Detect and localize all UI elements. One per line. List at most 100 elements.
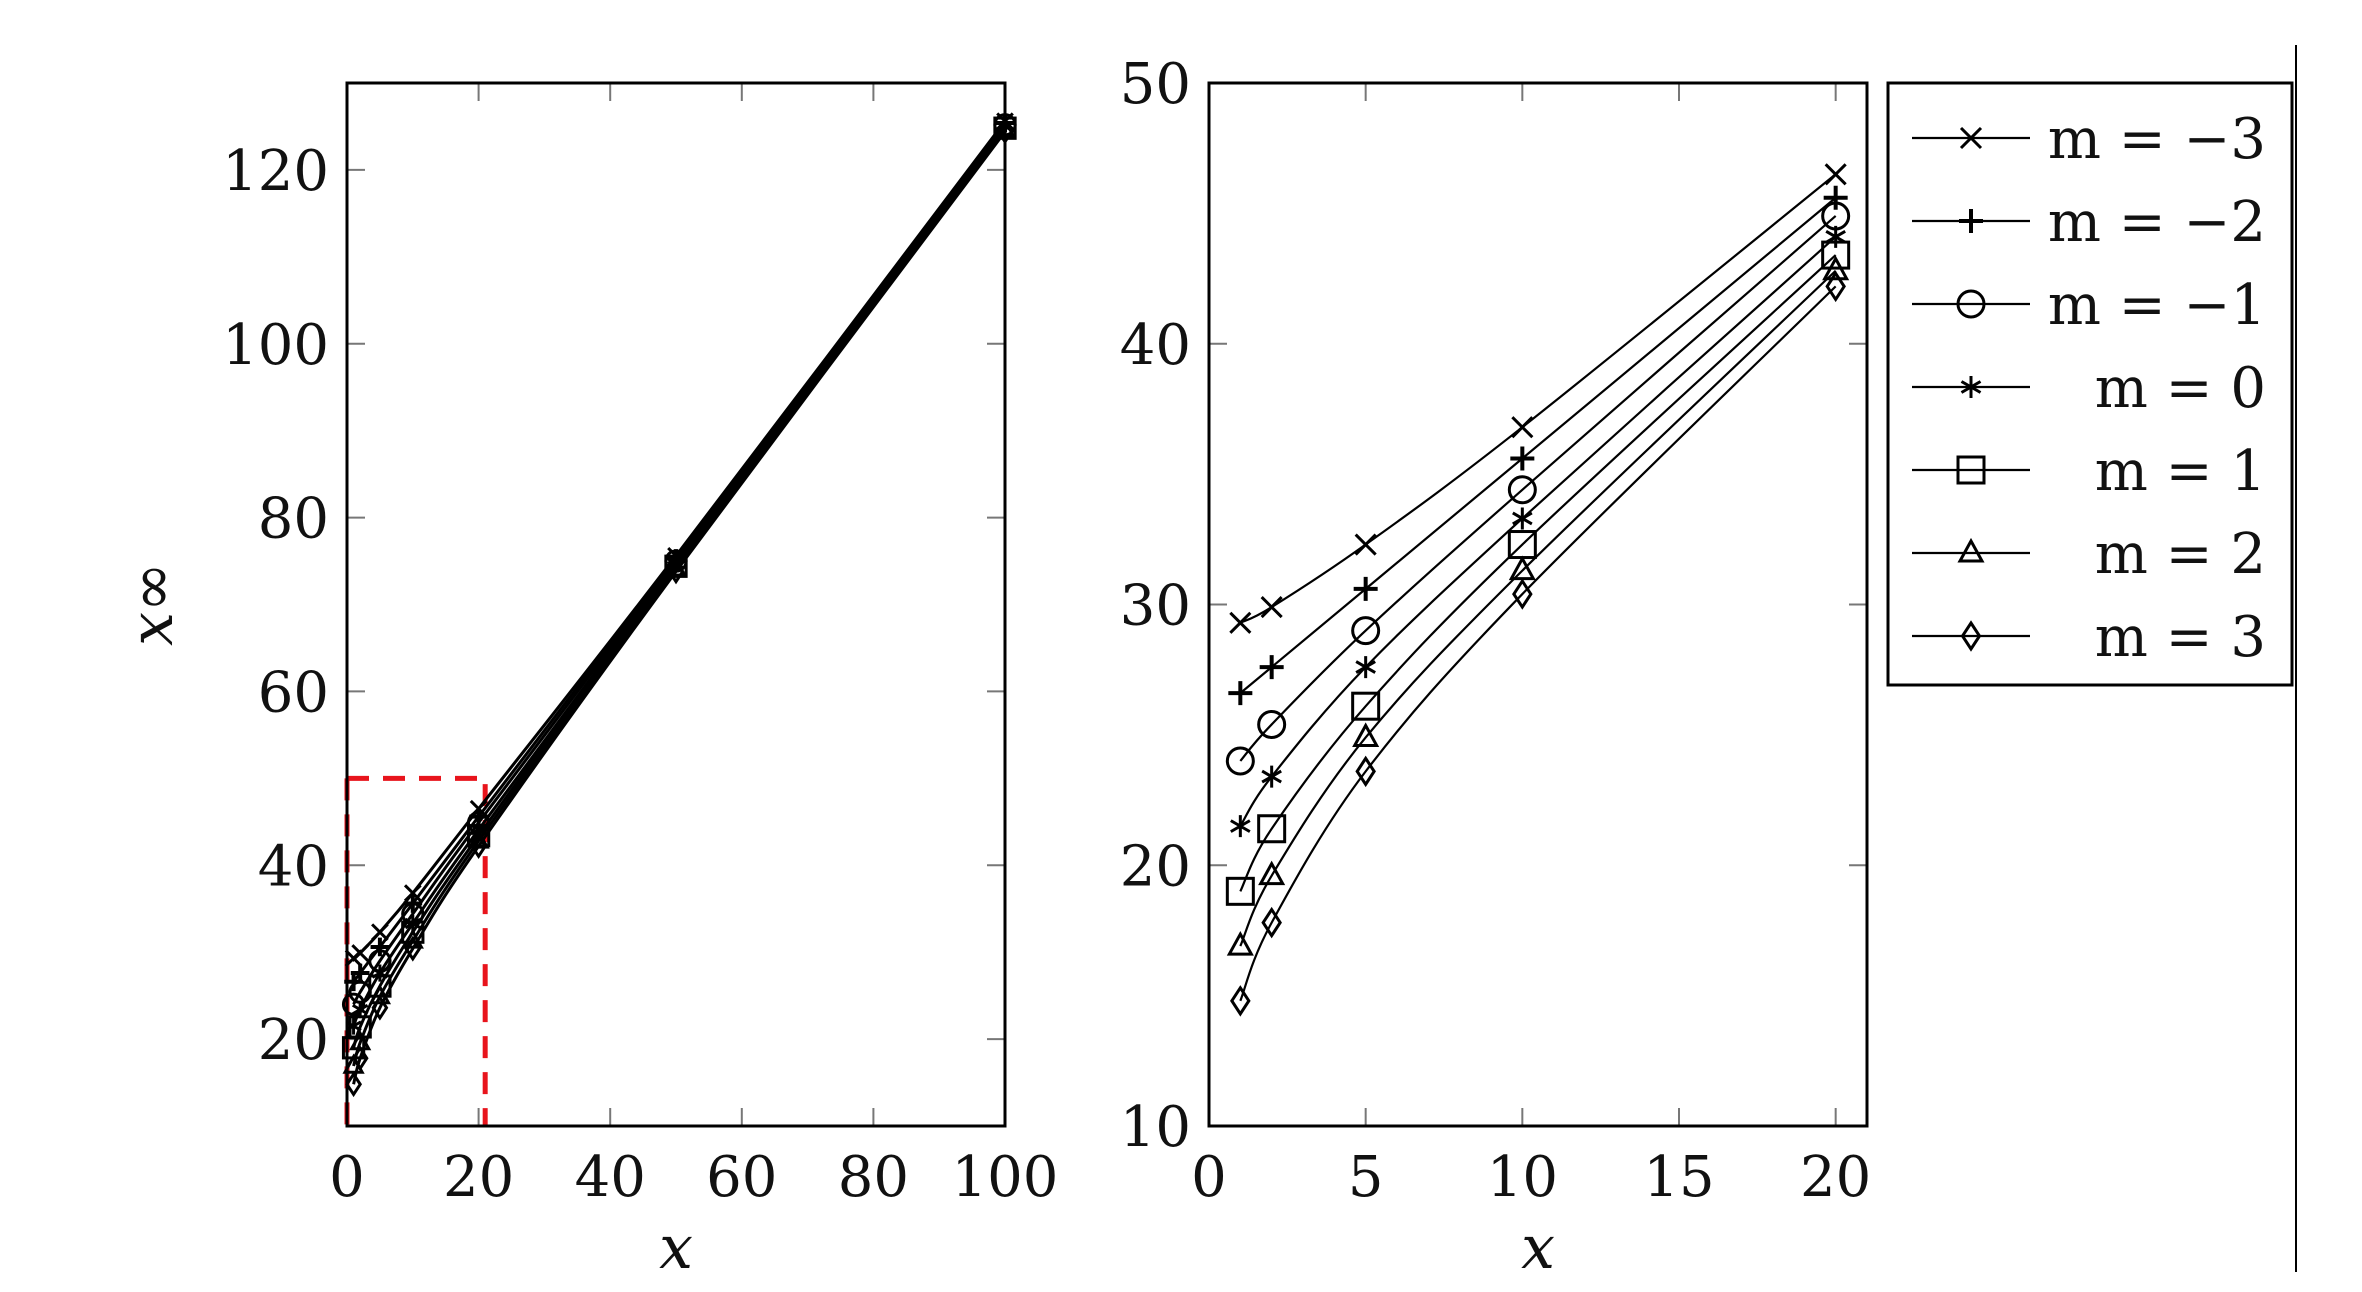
right-point-asterisk — [1512, 507, 1533, 530]
right-point-+ — [1823, 185, 1848, 210]
left-point-+ — [350, 963, 370, 983]
right-point-circle — [1257, 709, 1287, 739]
right-y-tick-label: 50 — [1120, 52, 1191, 117]
right-series-triangle — [1226, 255, 1850, 956]
left-series-line — [352, 127, 1007, 1049]
right-point-diamond — [1512, 578, 1533, 610]
left-point-diamond — [470, 833, 488, 860]
right-y-tick-label: 20 — [1120, 834, 1191, 899]
legend-marker-asterisk — [1960, 376, 1982, 398]
right-point-asterisk — [1825, 225, 1846, 248]
right-y-tick-label: 40 — [1120, 313, 1191, 378]
left-point-diamond — [404, 935, 422, 962]
left-point-diamond — [345, 1071, 363, 1098]
left-x-tick-label: 80 — [838, 1145, 909, 1210]
left-x-tick-label: 20 — [443, 1145, 514, 1210]
right-point-asterisk — [1230, 815, 1251, 838]
legend-label: m = 3 — [2095, 605, 2266, 670]
left-series-x — [344, 112, 1014, 968]
right-point-x — [1229, 611, 1252, 634]
right-point-circle — [1225, 746, 1255, 776]
left-series-triangle — [342, 117, 1017, 1074]
right-series-line — [1239, 285, 1837, 1002]
right-x-tick-label: 0 — [1191, 1145, 1227, 1210]
left-point-diamond — [667, 558, 685, 585]
legend-item: m = 1 — [1912, 439, 2266, 504]
right-point-x — [1260, 596, 1283, 619]
legend-item: m = −3 — [1912, 107, 2266, 172]
legend-label: m = −3 — [2048, 107, 2266, 172]
legend-frame — [1886, 81, 2294, 687]
right-point-diamond — [1230, 985, 1251, 1017]
right-point-square — [1821, 240, 1851, 270]
right-point-triangle — [1822, 255, 1850, 281]
right-point-square — [1257, 814, 1287, 844]
right-x-axis-label: x — [1521, 1213, 1555, 1283]
legend-item: m = 0 — [1912, 356, 2266, 421]
legend-marker-square — [1956, 455, 1986, 485]
left-series-line — [352, 120, 1007, 960]
right-series-square — [1225, 240, 1851, 906]
right-plot: 0 5 10 15 20 10 20 30 40 50 x — [1120, 52, 1872, 1283]
left-series-line — [352, 129, 1007, 1067]
right-point-+ — [1510, 446, 1535, 471]
left-x-tick-label: 60 — [706, 1145, 777, 1210]
left-x-axis-label: x — [659, 1213, 693, 1283]
left-series-diamond — [345, 118, 1014, 1098]
right-series-diamond — [1230, 270, 1846, 1017]
right-plot-frame — [1207, 81, 1869, 1128]
right-point-x — [1354, 533, 1377, 556]
legend-marker-circle — [1956, 289, 1986, 319]
left-y-tick-label: 80 — [258, 487, 329, 552]
right-point-square — [1351, 691, 1381, 721]
right-point-diamond — [1825, 270, 1846, 303]
left-series-line — [352, 130, 1007, 1085]
right-point-x — [1511, 416, 1534, 439]
right-series-circle — [1225, 201, 1851, 776]
left-x-tick-label: 0 — [329, 1145, 365, 1210]
left-plot-frame — [345, 81, 1007, 1128]
legend-label: m = 2 — [2095, 522, 2266, 587]
left-point-x — [371, 923, 389, 942]
right-series-line — [1239, 236, 1837, 827]
right-series-line — [1239, 269, 1837, 947]
right-point-+ — [1353, 576, 1378, 601]
legend-marker-+ — [1959, 209, 1983, 233]
left-y-tick-label: 20 — [258, 1008, 329, 1073]
legend-label: m = 1 — [2095, 439, 2266, 504]
left-point-diamond — [371, 994, 389, 1021]
left-y-tick-label: 60 — [258, 660, 329, 725]
right-series-line — [1239, 196, 1837, 695]
legend-marker-diamond — [1960, 620, 1982, 652]
left-point-triangle — [368, 984, 392, 1005]
left-x-tick-label: 40 — [575, 1145, 646, 1210]
right-point-triangle — [1258, 860, 1286, 886]
right-x-tick-label: 10 — [1487, 1145, 1558, 1210]
right-series-x — [1229, 163, 1847, 634]
right-x-tick-label: 15 — [1643, 1145, 1714, 1210]
right-point-triangle — [1226, 930, 1254, 956]
right-series-line — [1239, 254, 1837, 892]
left-point-+ — [370, 937, 390, 957]
left-plot: 0 20 40 60 80 100 20 40 60 80 100 120 x x∞ — [117, 81, 1058, 1283]
right-series-line — [1239, 215, 1837, 762]
legend-item: m = 3 — [1912, 605, 2266, 670]
right-point-triangle — [1352, 722, 1380, 747]
left-y-tick-label: 120 — [222, 139, 329, 204]
right-x-tick-label: 5 — [1348, 1145, 1384, 1210]
right-point-circle — [1351, 616, 1381, 646]
legend-label: m = −1 — [2048, 273, 2266, 338]
right-point-asterisk — [1261, 765, 1282, 788]
right-point-+ — [1259, 655, 1284, 680]
legend-marker-triangle — [1957, 537, 1985, 563]
right-point-asterisk — [1355, 656, 1376, 679]
left-y-axis-label: x∞ — [117, 562, 187, 646]
left-y-tick-label: 100 — [222, 313, 329, 378]
right-x-tick-label: 20 — [1800, 1145, 1871, 1210]
legend-label: m = −2 — [2048, 190, 2266, 255]
right-point-x — [1824, 163, 1847, 186]
right-point-diamond — [1355, 755, 1376, 788]
right-point-diamond — [1261, 906, 1282, 939]
left-y-tick-label: 40 — [258, 834, 329, 899]
left-point-diamond — [351, 1045, 369, 1072]
